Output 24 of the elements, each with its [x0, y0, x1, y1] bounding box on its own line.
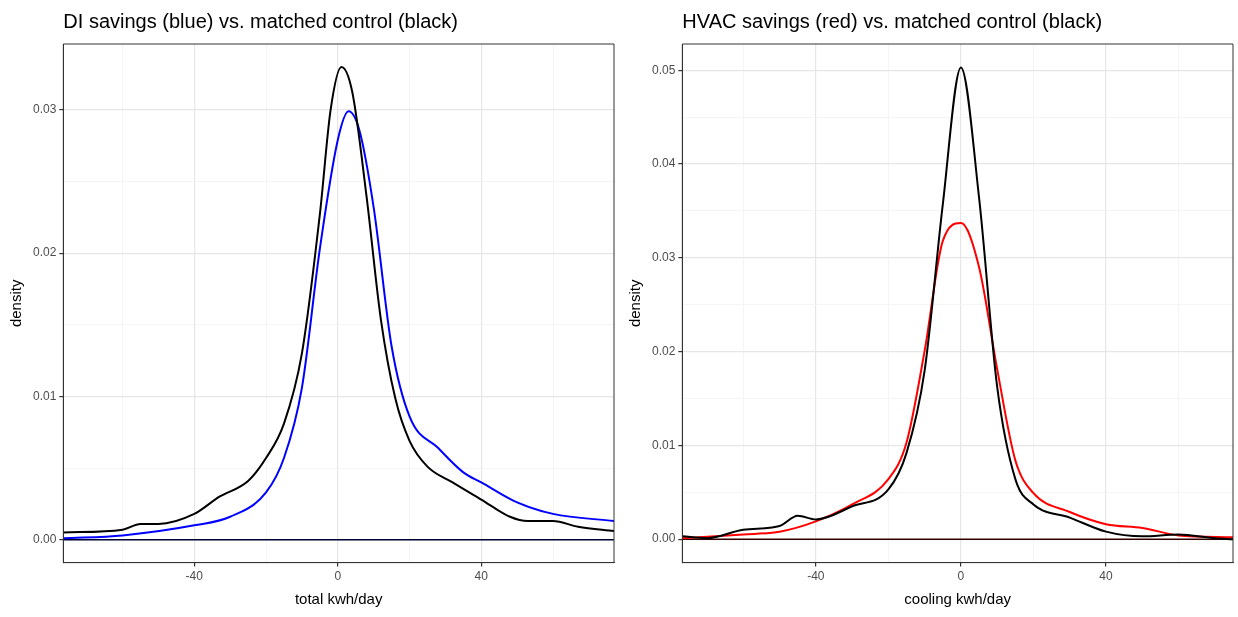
line-series — [682, 66, 1233, 541]
y-tick-label: 0.00 — [33, 531, 57, 546]
y-tick-label: 0.00 — [652, 531, 676, 546]
y-axis-title: density — [7, 279, 25, 328]
y-tick-label: 0.02 — [652, 343, 676, 358]
x-tick-label: 0 — [957, 569, 965, 584]
y-tick-label: 0.04 — [652, 156, 676, 171]
y-tick-label: 0.05 — [652, 62, 676, 77]
line-series — [682, 222, 1233, 540]
chart-title: DI savings (blue) vs. matched control (black) — [63, 10, 458, 32]
x-axis-title: cooling kwh/day — [904, 590, 1012, 608]
y-tick-label: 0.01 — [33, 388, 57, 403]
y-tick-label: 0.03 — [33, 102, 57, 117]
x-tick-label: -40 — [807, 569, 825, 584]
x-axis-title: total kwh/day — [294, 590, 383, 608]
x-tick-label: 40 — [474, 569, 489, 584]
y-tick-label: 0.03 — [652, 250, 676, 265]
y-axis-title: density — [626, 279, 644, 328]
y-tick-label: 0.01 — [652, 437, 676, 452]
x-tick-label: -40 — [185, 569, 204, 584]
y-tick-label: 0.02 — [33, 245, 57, 260]
chart-title: HVAC savings (red) vs. matched control (black) — [682, 10, 1103, 32]
x-tick-label: 40 — [1099, 569, 1114, 584]
x-tick-label: 0 — [334, 569, 342, 584]
